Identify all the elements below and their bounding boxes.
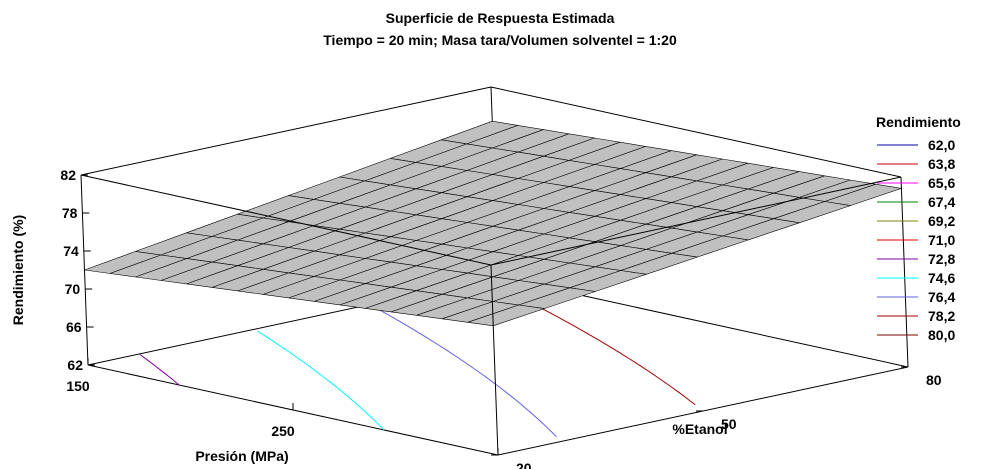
z-tick-label-5: 82 bbox=[60, 167, 76, 183]
z-tick-label-1: 66 bbox=[66, 319, 82, 335]
front-vertical-edge-right bbox=[490, 264, 499, 456]
chart-subtitle: Tiempo = 20 min; Masa tara/Volumen solve… bbox=[323, 32, 677, 48]
top-edge-front bbox=[80, 174, 492, 266]
legend-label-8: 76,4 bbox=[928, 289, 955, 305]
legend: Rendimiento 62,0 63,8 65,6 67,4 69,2 71,0 72,8… bbox=[876, 114, 961, 343]
contour-line-2 bbox=[257, 330, 385, 431]
legend-label-2: 65,6 bbox=[928, 175, 955, 191]
x-axis-label: Presión (MPa) bbox=[195, 448, 288, 464]
z-tick-label-0: 62 bbox=[67, 357, 83, 373]
y-tick-label-1: 50 bbox=[721, 416, 737, 432]
z-tick-label-4: 78 bbox=[62, 205, 78, 221]
x-tick-label-1: 250 bbox=[271, 423, 295, 439]
legend-label-6: 72,8 bbox=[928, 251, 955, 267]
surface-cell bbox=[467, 304, 545, 327]
x-tick-label-0: 150 bbox=[66, 378, 90, 394]
z-tick-label-3: 74 bbox=[63, 243, 79, 259]
legend-title: Rendimiento bbox=[876, 114, 961, 130]
top-edge-right bbox=[490, 176, 902, 266]
top-edge-left bbox=[80, 86, 492, 176]
legend-label-9: 78,2 bbox=[928, 308, 955, 324]
chart-title: Superficie de Respuesta Estimada bbox=[386, 10, 615, 26]
top-edge-back bbox=[490, 86, 902, 178]
legend-label-5: 71,0 bbox=[928, 232, 955, 248]
y-tick-label-0: 20 bbox=[516, 460, 532, 469]
legend-label-3: 67,4 bbox=[928, 194, 955, 210]
response-surface bbox=[84, 120, 902, 327]
contour-line-1 bbox=[139, 353, 180, 386]
z-axis-label: Rendimiento (%) bbox=[10, 215, 26, 325]
z-tick-label-2: 70 bbox=[65, 281, 81, 297]
legend-label-0: 62,0 bbox=[928, 137, 955, 153]
contour-line-3 bbox=[376, 307, 557, 438]
right-vertical-edge bbox=[900, 176, 909, 368]
y-tick-label-2: 80 bbox=[926, 372, 942, 388]
legend-label-1: 63,8 bbox=[928, 156, 955, 172]
axis-ticks: 626670747882150250350205080 bbox=[60, 167, 941, 469]
y-axis-label: %Etanol bbox=[672, 421, 727, 437]
legend-label-10: 80,0 bbox=[928, 327, 955, 343]
legend-label-7: 74,6 bbox=[928, 270, 955, 286]
legend-label-4: 69,2 bbox=[928, 213, 955, 229]
